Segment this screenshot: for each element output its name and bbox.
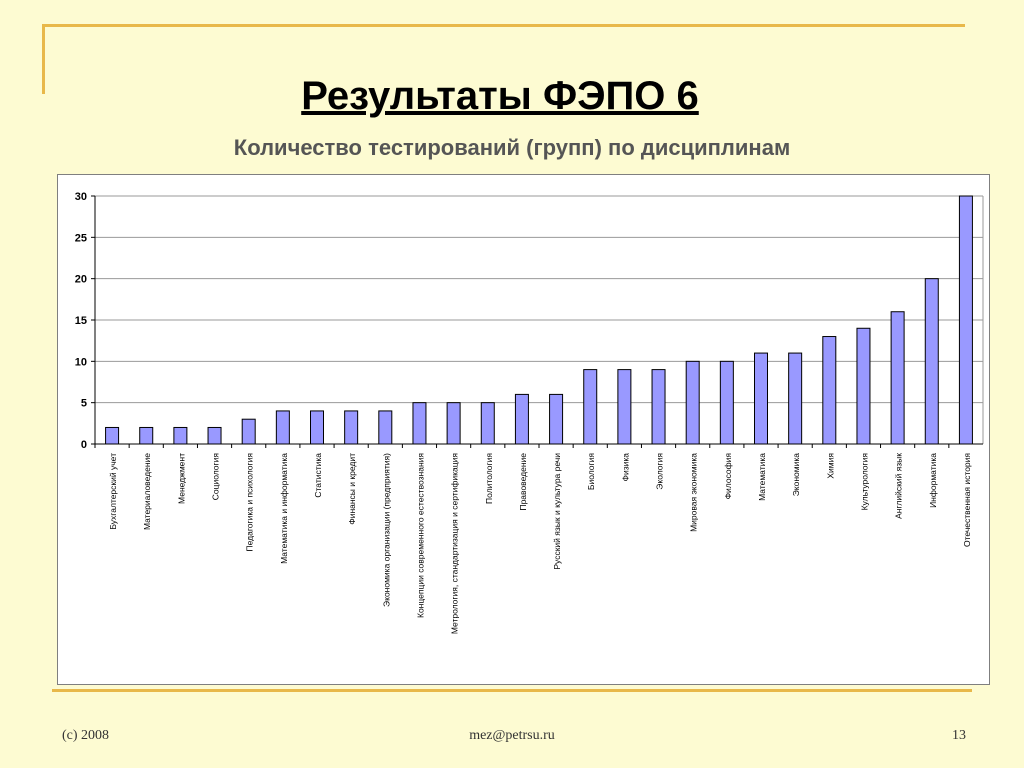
x-category-label: Метрология, стандартизация и сертификаци… (450, 453, 460, 635)
bar (446, 402, 461, 445)
x-category-label: Биология (586, 453, 596, 490)
x-category-label: Правоведение (518, 453, 528, 511)
x-category-label: Экология (655, 453, 665, 490)
x-category-label: Математика (757, 453, 767, 501)
bar (617, 369, 632, 445)
x-category-label: Педагогика и психология (245, 453, 255, 552)
x-category-label: Финансы и кредит (347, 453, 357, 525)
x-category-label: Социология (211, 453, 221, 501)
x-category-label: Статистика (313, 453, 323, 498)
x-category-label: Экономика (791, 453, 801, 497)
left-decorative-line (42, 24, 45, 94)
y-tick-label: 30 (75, 191, 87, 203)
chart-frame: 0 5 10 15 20 25 30 Бухгалтерский учет Материалов… (57, 174, 990, 685)
bar (958, 195, 973, 445)
y-tick-label: 25 (75, 232, 87, 244)
y-tick-label: 10 (75, 356, 87, 368)
x-category-label: Мировая экономика (689, 453, 699, 532)
bar (754, 352, 768, 445)
bar (514, 393, 529, 445)
x-category-label: Политология (484, 453, 494, 504)
x-category-label: Философия (723, 453, 733, 500)
bar (924, 278, 939, 445)
y-tick-label: 0 (81, 439, 87, 451)
bar (822, 336, 837, 445)
bar (719, 360, 734, 445)
footer-page-number: 13 (952, 728, 966, 743)
x-category-label: Физика (620, 453, 630, 482)
bar (856, 327, 871, 445)
y-tick-label: 15 (75, 315, 87, 327)
bar (139, 426, 154, 445)
bar (241, 418, 256, 445)
x-category-label: Английский язык (894, 453, 904, 519)
x-category-label: Русский язык и культура речи (552, 453, 562, 570)
y-tick-label: 20 (75, 274, 87, 286)
footer-email: mez@petrsu.ru (469, 728, 555, 743)
bar (207, 426, 222, 445)
slide-title: Результаты ФЭПО 6 (301, 74, 699, 118)
x-category-label: Материаловедение (142, 453, 152, 530)
footer-copyright: (c) 2008 (62, 728, 110, 743)
x-category-label: Бухгалтерский учет (108, 453, 118, 530)
x-category-label: Экономика организации (предприятия) (381, 453, 391, 607)
bar (344, 410, 359, 445)
bar (685, 360, 700, 445)
bar (549, 393, 564, 445)
x-category-label: Отечественная история (962, 453, 972, 547)
bottom-decorative-line (52, 689, 972, 692)
x-category-label: Химия (825, 453, 835, 479)
x-category-label: Информатика (928, 453, 938, 508)
bar (275, 410, 290, 445)
bar (788, 352, 803, 445)
slide-subtitle: Количество тестирований (групп) по дисци… (233, 135, 791, 160)
bar (310, 410, 324, 445)
bar (890, 311, 905, 445)
top-decorative-line (43, 24, 965, 27)
bar (378, 410, 393, 445)
bar (480, 402, 495, 445)
bar (173, 426, 188, 445)
x-category-label: Культурология (859, 453, 869, 511)
bar (412, 402, 427, 445)
bar (651, 369, 666, 445)
x-category-label: Математика и информатика (279, 453, 289, 564)
x-category-label: Менеджмент (176, 453, 186, 504)
bar (583, 369, 598, 445)
bar (105, 426, 120, 445)
x-category-label: Концепции современного естествознания (415, 453, 425, 618)
bar-chart: 0 5 10 15 20 25 30 Бухгалтерский учет Материалов… (75, 191, 984, 635)
y-tick-label: 5 (81, 398, 87, 410)
